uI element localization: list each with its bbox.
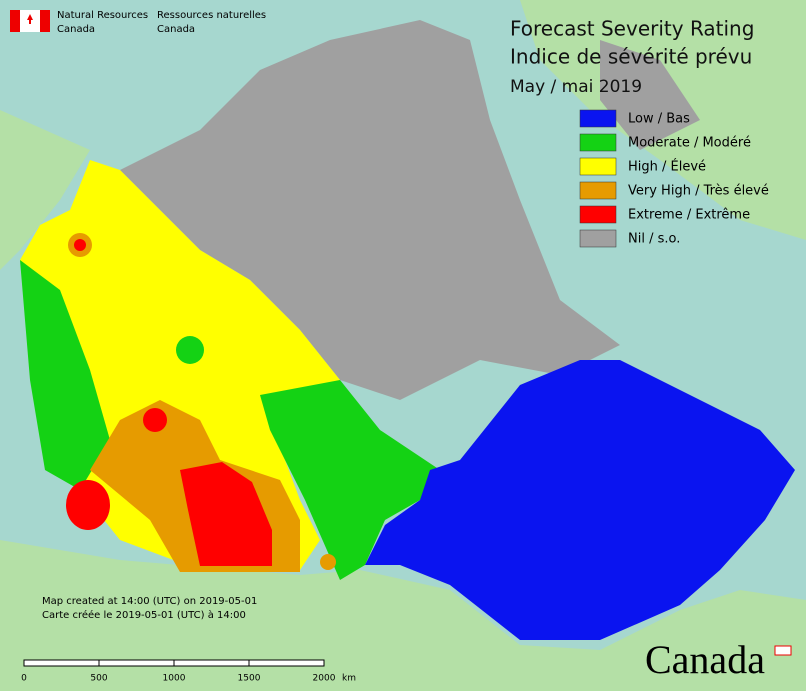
arctic-island (600, 40, 700, 150)
yt-extreme (74, 239, 86, 251)
legend-swatch (579, 181, 617, 200)
header-text: Natural Resources (57, 10, 148, 21)
legend-swatch (579, 229, 617, 248)
scale-label: 0 (21, 674, 27, 684)
note: Map created at 14:00 (UTC) on 2019-05-01 (42, 596, 257, 607)
legend-swatch (579, 157, 617, 176)
title: Indice de sévérité prévu (510, 45, 752, 69)
usa (0, 540, 806, 691)
wordmark-flag (774, 645, 792, 656)
scale-label: 500 (90, 674, 107, 684)
legend-label: High / Élevé (628, 159, 706, 175)
flag-band (10, 10, 20, 32)
legend-swatch (579, 205, 617, 224)
scale-label: 1500 (238, 674, 261, 684)
flag-band (40, 10, 50, 32)
header-text: Canada (57, 24, 95, 35)
note: Carte créée le 2019-05-01 (UTC) à 14:00 (42, 609, 246, 621)
scale-label: 2000 (313, 674, 336, 684)
arctic (120, 20, 620, 400)
legend-label: Very High / Très élevé (628, 184, 769, 199)
bc-extreme (66, 480, 110, 530)
ab-extreme (143, 408, 167, 432)
scale-unit: km (342, 674, 356, 684)
central-moderate (260, 380, 440, 580)
mb-very-high (320, 554, 336, 570)
gsl-moderate (176, 336, 204, 364)
header-text: Ressources naturelles (157, 10, 266, 21)
alaska (0, 110, 90, 270)
west-coast-moderate (20, 260, 110, 490)
east-low (365, 360, 795, 640)
prairie-extreme (180, 462, 272, 566)
legend-swatch (579, 109, 617, 128)
subtitle: May / mai 2019 (510, 77, 642, 97)
legend-label: Moderate / Modéré (628, 136, 751, 151)
legend-label: Nil / s.o. (628, 232, 680, 247)
header-text: Canada (157, 24, 195, 35)
wordmark: Canada (645, 637, 765, 682)
title: Forecast Severity Rating (510, 17, 754, 41)
flag-leaf (27, 14, 33, 24)
legend-label: Low / Bas (628, 112, 690, 127)
scale-label: 1000 (163, 674, 186, 684)
legend-swatch (579, 133, 617, 152)
legend-label: Extreme / Extrême (628, 208, 750, 223)
